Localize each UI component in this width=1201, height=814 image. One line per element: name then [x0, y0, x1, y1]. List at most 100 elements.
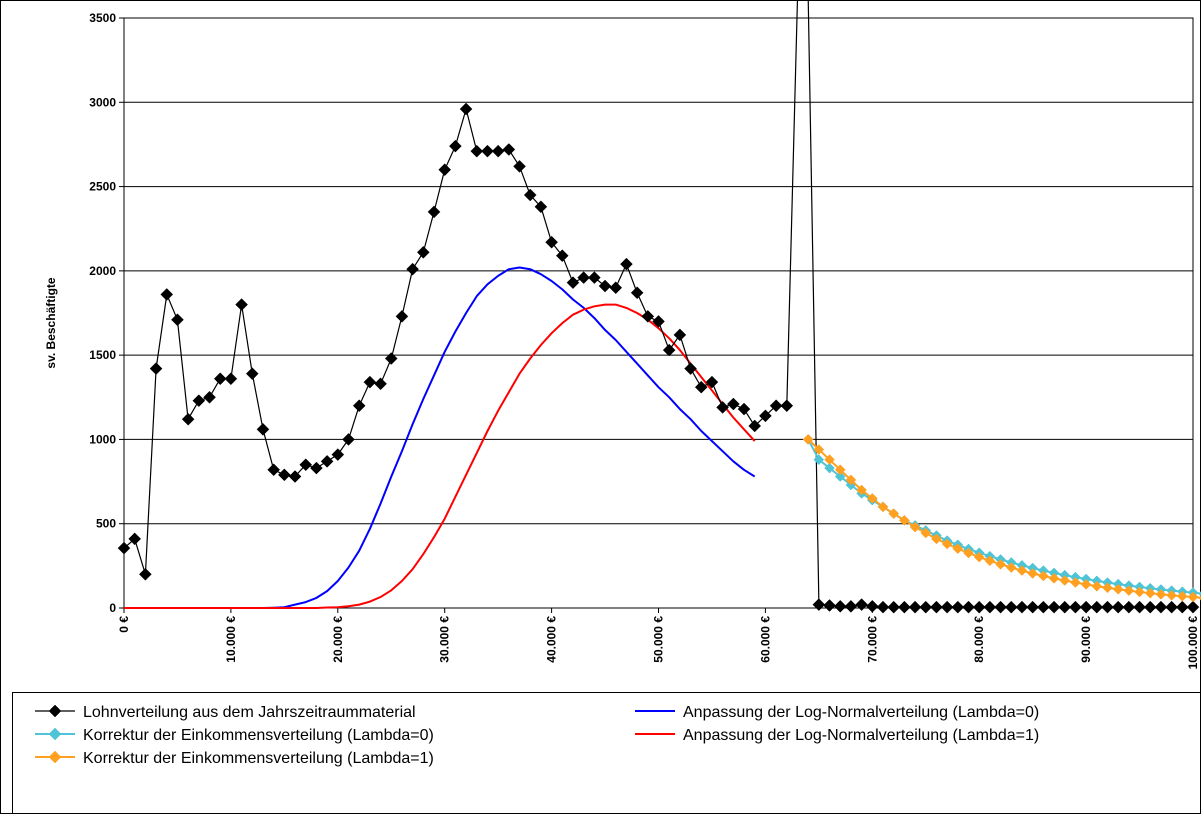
y-tick-label: 2500: [89, 180, 116, 194]
lohnverteilung-point: [181, 412, 195, 426]
series-0: [117, 0, 1200, 614]
korrektur-lambda1-point: [1005, 562, 1017, 573]
lohnverteilung-point: [160, 288, 174, 301]
legend: Lohnverteilung aus dem Jahrszeitraummate…: [35, 704, 1039, 767]
lohnverteilung-point: [523, 188, 537, 202]
lohnverteilung-point: [844, 599, 858, 613]
korrektur-lambda1-point: [877, 501, 889, 513]
lohnverteilung-point: [855, 598, 868, 611]
lohnverteilung-point: [1079, 600, 1093, 614]
lohnverteilung-point: [256, 422, 270, 436]
x-tick-label: 10.000 €: [224, 616, 238, 663]
lohnverteilung-point: [192, 394, 206, 408]
legend-swatch-marker: [48, 704, 62, 718]
lohnverteilung-point: [288, 470, 302, 483]
korrektur-lambda1-point: [1155, 588, 1167, 600]
korrektur-lambda1-point: [1144, 587, 1156, 599]
y-tick-label: 500: [96, 517, 116, 531]
lohnverteilung-point: [940, 600, 954, 614]
lohnverteilung-point: [331, 448, 345, 461]
lohnverteilung-point: [406, 262, 419, 276]
korrektur-lambda1-point: [824, 454, 835, 466]
lohnverteilung-point: [235, 298, 248, 311]
lohnverteilung-point: [1122, 600, 1136, 614]
lohnverteilung-point: [620, 257, 633, 271]
lohnverteilung-point: [139, 567, 152, 581]
legend-label: Korrektur der Einkommensverteilung (Lamb…: [83, 727, 434, 744]
lohnverteilung-point: [673, 328, 687, 342]
lohnverteilung-point: [930, 600, 943, 614]
lohnverteilung-point: [352, 399, 366, 413]
korrektur-lambda1-point: [856, 484, 867, 496]
korrektur-lambda1-point: [995, 558, 1006, 570]
lohnverteilung-point: [983, 600, 997, 614]
korrektur-lambda1-point: [1059, 575, 1071, 586]
lohnverteilung-point: [299, 458, 313, 472]
korrektur-lambda1-point: [1037, 570, 1049, 582]
y-tick-label: 2000: [89, 264, 116, 278]
lohnverteilung-point: [1175, 600, 1189, 614]
korrektur-lambda1-point: [920, 527, 932, 539]
lohnverteilung-point: [1015, 600, 1029, 614]
korrektur-lambda1-point: [984, 555, 996, 567]
korrektur-lambda0-point: [824, 462, 835, 474]
lohnverteilung-point: [545, 235, 558, 249]
korrektur-lambda1-point: [845, 474, 857, 486]
y-axis-label: sv. Beschäftigte: [44, 277, 58, 368]
lohnverteilung-point: [491, 144, 505, 158]
lohnverteilung-point: [652, 315, 665, 328]
lohnverteilung-point: [962, 600, 975, 614]
korrektur-lambda1-point: [1198, 595, 1201, 601]
lohnverteilung-point: [684, 362, 697, 375]
korrektur-lambda1-point: [1016, 565, 1028, 576]
x-tick-label: 30.000 €: [438, 616, 452, 663]
lohnverteilung-point: [1143, 600, 1157, 614]
lohnverteilung-point: [609, 281, 623, 295]
lohnverteilung-point: [951, 600, 965, 614]
korrektur-lambda1-point: [1027, 568, 1039, 579]
lohnverteilung-point: [641, 310, 655, 323]
lohnverteilung-point: [342, 433, 355, 446]
legend-label: Lohnverteilung aus dem Jahrszeitraummate…: [83, 704, 416, 721]
lohnverteilung-point: [1186, 600, 1200, 614]
lohnverteilung-point: [481, 144, 494, 158]
lohnverteilung-point: [737, 402, 751, 416]
lohnverteilung-point: [908, 600, 922, 614]
lohnverteilung-point: [769, 399, 783, 413]
korrektur-lambda1-point: [813, 444, 825, 455]
lohnverteilung-point: [994, 600, 1007, 614]
korrektur-lambda1-point: [1112, 583, 1124, 595]
legend-swatch-marker: [48, 727, 62, 741]
lohnverteilung-point: [1154, 600, 1168, 614]
lohnverteilung-point: [812, 598, 826, 611]
lohnverteilung-point: [449, 139, 462, 153]
lohnverteilung-point: [1069, 600, 1082, 614]
lohnverteilung-point: [630, 286, 644, 300]
korrektur-lambda1-point: [834, 464, 846, 476]
lohnverteilung-point: [438, 163, 452, 177]
lohnverteilung-point: [513, 159, 526, 173]
lohnverteilung-point: [1101, 600, 1114, 614]
korrektur-lambda1-point: [952, 543, 964, 555]
lohnverteilung-point: [1058, 600, 1072, 614]
lohnverteilung-point: [865, 599, 879, 613]
lohnverteilung-point: [919, 600, 933, 614]
lohnverteilung-point: [245, 367, 259, 381]
series-4: [802, 434, 1201, 603]
lohnverteilung-point: [662, 343, 676, 357]
lohnverteilung-point: [588, 271, 601, 284]
lohnverteilung-point: [566, 276, 580, 290]
y-tick-label: 0: [109, 601, 116, 615]
lohnverteilung-point: [972, 600, 986, 614]
lohnverteilung-point: [427, 205, 441, 219]
y-tick-label: 3000: [89, 95, 116, 109]
legend-item: Lohnverteilung aus dem Jahrszeitraummate…: [35, 704, 416, 721]
lohnverteilung-point: [1036, 600, 1050, 614]
legend-label: Anpassung der Log-Normalverteilung (Lamb…: [683, 727, 1039, 744]
lohnverteilung-point: [171, 313, 184, 327]
korrektur-lambda1-point: [931, 533, 942, 545]
x-axis: 0 € 10.000 € 20.000 € 30.000 € 40.000 € 50.00…: [117, 608, 1200, 669]
lohnverteilung-point: [470, 144, 484, 158]
lohnverteilung-point: [149, 362, 163, 375]
